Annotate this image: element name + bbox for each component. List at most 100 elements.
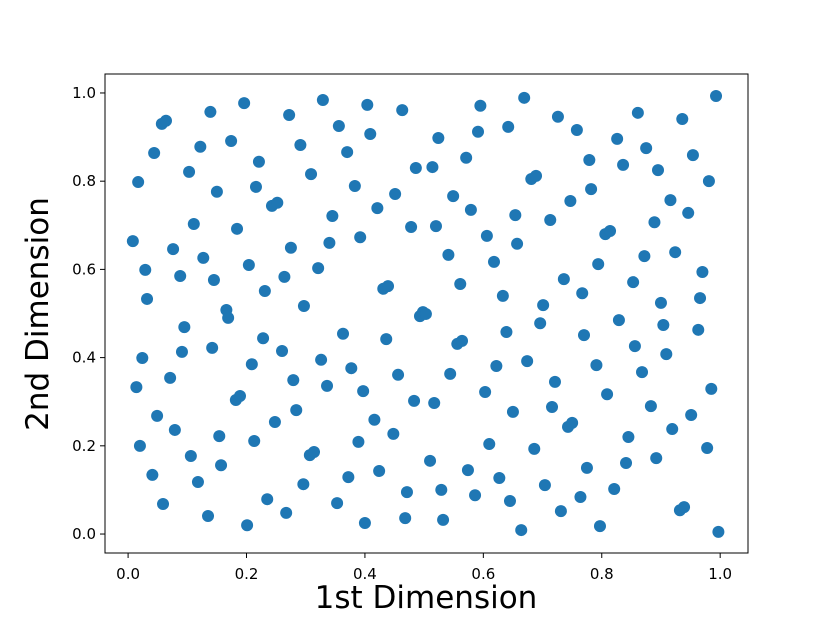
point [419, 307, 432, 320]
point [233, 389, 246, 402]
point [133, 439, 146, 452]
point [546, 401, 559, 414]
point [276, 344, 289, 357]
point [601, 388, 614, 401]
point [483, 438, 496, 451]
point [644, 400, 657, 413]
point [564, 195, 577, 208]
y-tick-label: 0.0 [72, 525, 96, 543]
point [518, 91, 531, 104]
point [290, 404, 303, 417]
point [521, 355, 534, 368]
point [184, 449, 197, 462]
point [604, 225, 617, 238]
point [245, 358, 258, 371]
point [225, 135, 238, 148]
point [576, 287, 589, 300]
point [493, 472, 506, 485]
point [487, 255, 500, 268]
point [249, 180, 262, 193]
point [577, 329, 590, 342]
point [408, 394, 421, 407]
point [509, 209, 522, 222]
point [396, 104, 409, 117]
point [627, 276, 640, 289]
point [686, 149, 699, 162]
point [676, 112, 689, 125]
point [654, 296, 667, 309]
x-tick-label: 0.0 [116, 565, 140, 583]
point [373, 464, 386, 477]
point [354, 231, 367, 244]
point [428, 397, 441, 410]
y-tick-label: 1.0 [72, 84, 96, 102]
point [308, 445, 321, 458]
point [444, 367, 457, 380]
point [197, 251, 210, 264]
point [502, 120, 515, 133]
point [622, 430, 635, 443]
point [287, 374, 300, 387]
point [132, 176, 145, 189]
point [187, 217, 200, 230]
point [400, 486, 413, 499]
point [405, 221, 418, 234]
point [636, 366, 649, 379]
point [557, 273, 570, 286]
y-tick-label: 0.2 [72, 437, 96, 455]
point [371, 202, 384, 215]
point [585, 183, 598, 196]
point [472, 125, 485, 138]
point [538, 479, 551, 492]
point [583, 154, 596, 167]
point [271, 196, 284, 209]
point [337, 327, 350, 340]
point [284, 241, 297, 254]
point [544, 213, 557, 226]
point [469, 489, 482, 502]
point [164, 371, 177, 384]
point [206, 341, 219, 354]
point [456, 334, 469, 347]
point [194, 140, 207, 153]
point [490, 359, 503, 372]
point [593, 520, 606, 533]
plot-frame [104, 73, 749, 554]
point [574, 490, 587, 503]
point [231, 222, 244, 235]
point [157, 498, 170, 511]
point [361, 98, 374, 111]
point [191, 475, 204, 488]
point [238, 97, 251, 110]
point [530, 169, 543, 182]
point [341, 146, 354, 159]
point [712, 525, 725, 538]
point [652, 164, 665, 177]
point [548, 375, 561, 388]
point [496, 289, 509, 302]
point [312, 262, 325, 275]
point [701, 442, 714, 455]
point [464, 203, 477, 216]
x-tick-label: 0.2 [235, 565, 259, 583]
y-tick-label: 0.6 [72, 260, 96, 278]
point [480, 229, 493, 242]
point [669, 246, 682, 259]
point [664, 194, 677, 207]
point [479, 386, 492, 399]
point [297, 300, 310, 313]
point [650, 452, 663, 465]
y-axis-label: 2nd Dimension [20, 197, 56, 431]
point [515, 524, 528, 537]
point [534, 317, 547, 330]
point [257, 332, 270, 345]
point [297, 478, 310, 491]
point [409, 161, 422, 174]
point [392, 368, 405, 381]
point [692, 323, 705, 336]
point [399, 512, 412, 525]
point [432, 131, 445, 144]
point [528, 442, 541, 455]
point [316, 94, 329, 107]
